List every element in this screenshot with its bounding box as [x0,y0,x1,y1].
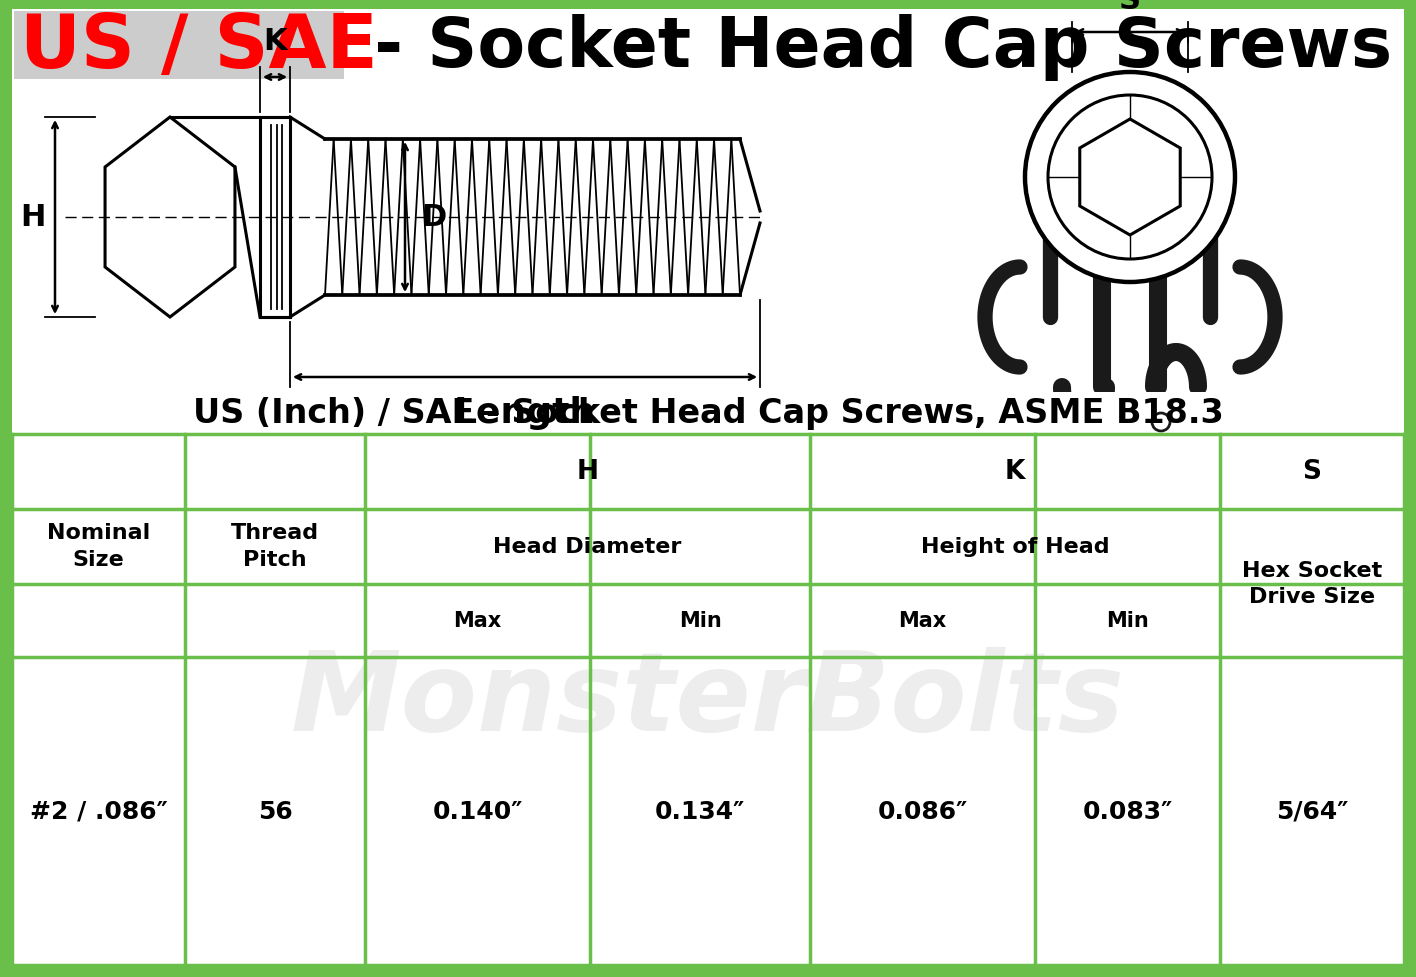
Text: Max: Max [898,611,947,631]
Bar [261,118,290,318]
Text: Length: Length [455,396,596,430]
Text: D: D [421,203,446,233]
Circle shape [1153,413,1170,432]
Text: K: K [263,27,287,56]
Text: MonsterBolts: MonsterBolts [292,647,1124,753]
Text: K: K [1005,459,1025,485]
Bar [11,10,1405,393]
Bar [11,393,1405,435]
Circle shape [1025,73,1235,282]
Text: 56: 56 [258,799,292,824]
Text: H: H [20,203,45,233]
Circle shape [1048,96,1212,260]
Text: H: H [576,459,599,485]
Text: Head Diameter: Head Diameter [493,537,681,557]
Text: 0.140″: 0.140″ [432,799,523,824]
Text: Nominal
Size: Nominal Size [47,523,150,570]
Text: Min: Min [1106,611,1148,631]
Text: 5/64″: 5/64″ [1276,799,1348,824]
Bar [14,12,344,80]
Text: Thread
Pitch: Thread Pitch [231,523,319,570]
Text: Max: Max [453,611,501,631]
Text: S: S [1119,0,1141,15]
Text: - Socket Head Cap Screws: - Socket Head Cap Screws [350,15,1392,81]
Text: S: S [1303,459,1321,485]
Text: 0.134″: 0.134″ [654,799,745,824]
Polygon shape [1080,120,1180,235]
Text: 0.086″: 0.086″ [878,799,967,824]
Polygon shape [105,118,235,318]
Text: Height of Head: Height of Head [920,537,1109,557]
Text: US (Inch) / SAE - Socket Head Cap Screws, ASME B18.3: US (Inch) / SAE - Socket Head Cap Screws… [193,397,1223,430]
Text: 0.083″: 0.083″ [1082,799,1172,824]
Text: Hex Socket
Drive Size: Hex Socket Drive Size [1242,560,1382,607]
Text: US / SAE: US / SAE [20,12,378,84]
Bar [11,393,1405,965]
Text: Min: Min [678,611,721,631]
Text: #2 / .086″: #2 / .086″ [30,799,167,824]
